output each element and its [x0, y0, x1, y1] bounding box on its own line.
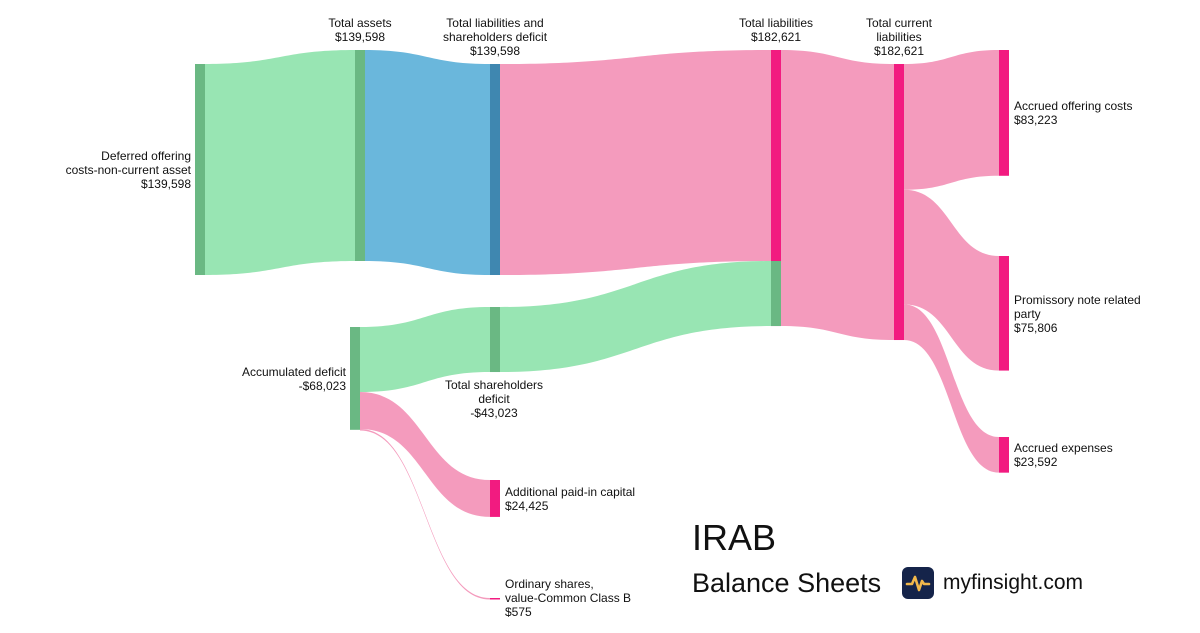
label-promissory-note-related-party: Promissory note related party $75,806	[1014, 293, 1141, 335]
node-total-liabilities-deficit-segment	[771, 261, 781, 327]
node-deferred	[195, 64, 205, 275]
label-deferred-offering-costs: Deferred offering costs-non-current asse…	[65, 149, 191, 191]
sankey-nodes	[195, 50, 1009, 600]
node-acc-def	[350, 327, 360, 430]
link-acc_def-to-apic	[360, 392, 490, 517]
label-total-assets: Total assets $139,598	[328, 16, 392, 44]
label-accrued-expenses: Accrued expenses $23,592	[1014, 441, 1113, 469]
node-aoc	[999, 50, 1009, 176]
label-total-liabilities: Total liabilities $182,621	[738, 16, 814, 44]
link-deferred-to-total_assets	[205, 50, 355, 275]
node-total-assets	[355, 50, 365, 261]
node-ordinary	[490, 598, 500, 600]
link-total_liabilities-to-tcl	[781, 50, 894, 341]
label-additional-paid-in-capital: Additional paid-in capital $24,425	[505, 485, 636, 513]
link-tcl-to-pnrp	[904, 189, 999, 371]
label-total-current-liabilities: Total current liabilities $182,621	[865, 16, 933, 58]
link-total_assets-to-tlsd	[365, 50, 490, 275]
brand-subtitle: Balance Sheets	[692, 568, 882, 598]
link-tsd-to-total_liabilities	[500, 261, 771, 373]
node-tcl	[894, 64, 904, 341]
link-acc_def-to-tsd	[360, 307, 490, 393]
brand-ticker: IRAB	[692, 517, 777, 558]
brand-site: myfinsight.com	[943, 571, 1084, 594]
node-pnrp	[999, 256, 1009, 371]
label-accumulated-deficit: Accumulated deficit -$68,023	[241, 365, 346, 393]
node-ae	[999, 437, 1009, 473]
node-tlsd	[490, 64, 500, 275]
brand-logo	[902, 567, 934, 599]
link-tcl-to-aoc	[904, 50, 999, 190]
label-ordinary-shares: Ordinary shares, value-Common Class B $57…	[505, 577, 632, 619]
label-total-shareholders-deficit: Total shareholders deficit -$43,023	[444, 378, 544, 420]
label-total-liabilities-and-shareholders-deficit: Total liabilities and shareholders defic…	[442, 16, 548, 58]
node-total-liabilities	[771, 50, 781, 327]
link-tlsd-to-total_liabilities	[500, 50, 771, 275]
pulse-line-icon	[905, 575, 931, 592]
node-tsd	[490, 307, 500, 373]
sankey-links	[205, 50, 999, 600]
label-accrued-offering-costs: Accrued offering costs $83,223	[1014, 99, 1133, 127]
link-tcl-to-ae	[904, 304, 999, 473]
node-apic	[490, 480, 500, 517]
link-acc_def-to-ordinary	[360, 428, 490, 600]
